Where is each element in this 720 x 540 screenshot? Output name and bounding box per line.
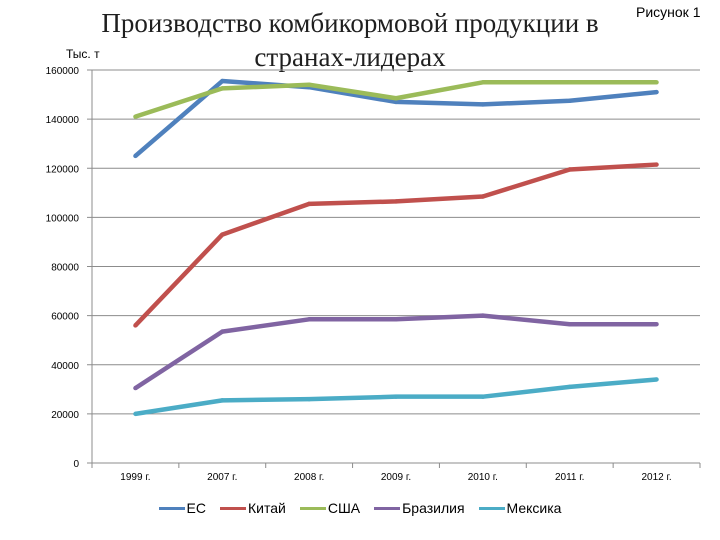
data-point-3-6: [654, 322, 659, 327]
data-point-1-3: [393, 199, 399, 204]
data-point-0-5: [567, 98, 572, 103]
x-tick-label: 2009 г.: [381, 472, 411, 483]
legend-label: Бразилия: [402, 500, 465, 516]
legend-swatch: [374, 506, 401, 510]
y-tick-label: 40000: [51, 361, 79, 372]
legend-swatch: [478, 506, 505, 510]
y-axis-label: Тыс. т: [66, 47, 100, 61]
data-point-4-6: [654, 377, 659, 382]
y-tick-label: 160000: [46, 66, 80, 77]
data-point-1-2: [306, 201, 312, 207]
data-point-2-0: [133, 114, 138, 119]
y-tick-label: 60000: [51, 312, 79, 323]
x-tick-label: 2010 г.: [468, 472, 498, 483]
data-point-4-5: [567, 384, 572, 390]
x-tick-label: 2007 г.: [207, 472, 237, 483]
legend-item-4: Мексика: [478, 500, 562, 516]
data-point-3-0: [133, 385, 138, 391]
data-point-4-4: [480, 394, 486, 399]
legend-item-3: Бразилия: [374, 500, 465, 516]
data-point-4-1: [220, 398, 225, 403]
y-tick-label: 140000: [46, 115, 80, 126]
data-point-2-1: [220, 86, 225, 91]
data-point-1-1: [220, 232, 225, 237]
legend: ЕС Китай США Бразилия Мексика: [0, 500, 720, 516]
data-point-3-1: [220, 329, 225, 334]
data-point-2-5: [567, 80, 572, 85]
data-point-0-3: [393, 99, 399, 105]
legend-item-0: ЕС: [158, 500, 206, 516]
data-point-1-5: [567, 167, 572, 172]
data-point-1-4: [480, 194, 486, 199]
data-point-3-2: [306, 317, 312, 322]
legend-label: Китай: [247, 500, 286, 516]
gridlines: [92, 69, 700, 415]
data-point-0-1: [220, 78, 225, 84]
legend-label: США: [327, 500, 361, 516]
data-point-3-3: [393, 317, 399, 322]
legend-item-2: США: [299, 500, 361, 516]
data-point-2-3: [393, 96, 399, 101]
legend-swatch: [219, 506, 246, 510]
data-point-0-6: [654, 89, 659, 95]
series-line-1: [133, 162, 657, 328]
data-point-3-4: [480, 313, 486, 318]
data-point-4-0: [133, 411, 138, 417]
y-tick-label: 20000: [51, 410, 79, 421]
series-line-3: [134, 313, 657, 390]
data-point-2-2: [306, 82, 312, 87]
y-tick-label: 0: [73, 459, 79, 470]
x-tick-label: 2011 г.: [555, 472, 585, 483]
y-tick-label: 120000: [46, 164, 80, 175]
legend-label: ЕС: [186, 500, 206, 516]
legend-item-1: Китай: [219, 500, 286, 516]
data-point-0-4: [480, 102, 486, 107]
series-lines: [133, 78, 659, 417]
axes: [87, 69, 701, 468]
data-point-1-6: [654, 162, 659, 167]
legend-label: Мексика: [506, 500, 562, 516]
data-point-0-0: [133, 153, 138, 159]
tick-labels: 0 20000 40000 60000 80000 100000 120000 140000 1…: [46, 66, 672, 483]
legend-swatch: [299, 506, 326, 510]
data-point-4-3: [393, 394, 399, 399]
data-point-1-0: [133, 323, 138, 328]
data-point-2-6: [654, 80, 659, 85]
y-tick-label: 80000: [51, 263, 79, 274]
x-tick-label: 2008 г.: [294, 472, 324, 483]
y-tick-label: 100000: [46, 213, 80, 224]
figure-label: Рисунок 1: [636, 4, 701, 20]
x-tick-label: 1999 г.: [120, 472, 150, 483]
x-tick-label: 2012 г.: [641, 472, 671, 483]
data-point-2-4: [480, 80, 486, 85]
data-point-3-5: [567, 322, 572, 327]
chart-title: Производство комбикормовой продукции в с…: [101, 8, 599, 72]
data-point-4-2: [306, 396, 312, 402]
legend-swatch: [158, 506, 185, 510]
